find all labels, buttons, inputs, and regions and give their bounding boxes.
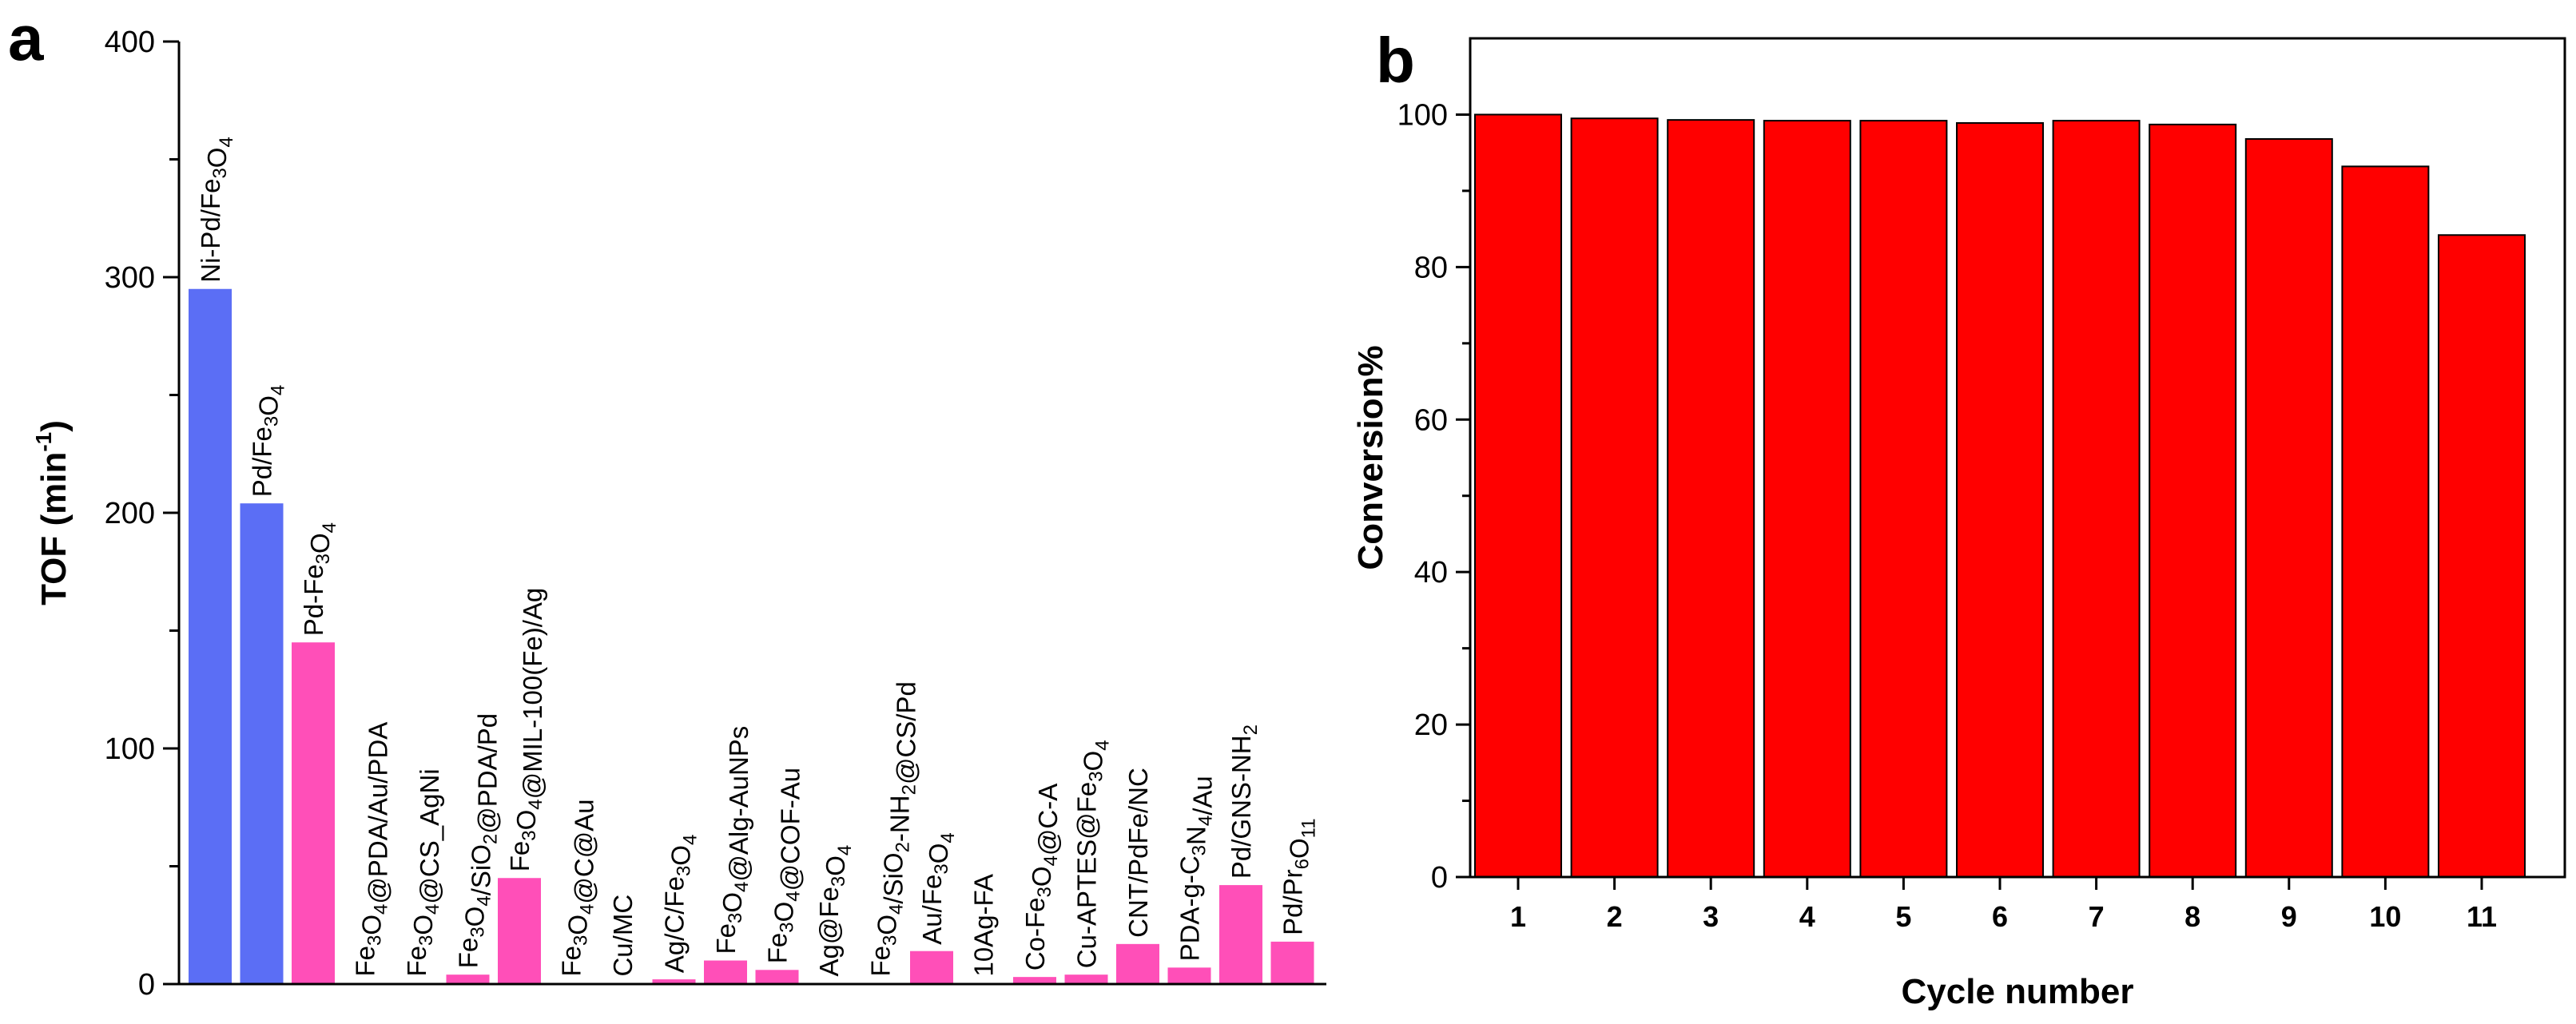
panel-a-bar-label: Fe3O4/SiO2@PDA/Pd (454, 713, 503, 968)
panel-b-bars (1474, 113, 2526, 879)
panel-b-bar (1859, 120, 1948, 879)
panel-a-bar (704, 960, 747, 984)
panel-a-bar-label: Pd-Fe3O4 (299, 522, 340, 636)
panel-a-bar (1064, 974, 1108, 984)
panel-a-bar-label: Fe3O4@MIL-100(Fe)/Ag (505, 588, 547, 872)
panel-a-bar (446, 974, 490, 984)
panel-b-x-ticks: 1 2 3 4 5 6 7 8 9 10 11 (1510, 877, 2497, 933)
panel-a-letter: a (8, 2, 44, 73)
panel-a-bar-label: Pd/Pr6O11 (1278, 818, 1320, 935)
panel-a-y-axis-label: TOF (min-1) (31, 420, 74, 605)
panel-a-bar (292, 642, 335, 984)
panel-a-bar-label: Pd/GNS-NH2 (1226, 724, 1262, 879)
panel-b-bar (1667, 119, 1755, 879)
panel-a-ylabel-sup: -1 (31, 432, 56, 452)
panel-a-ylabel-text: TOF (min (34, 452, 74, 605)
panel-a-bar (498, 878, 541, 984)
panel-a-bar (189, 288, 232, 984)
panel-b-y-tick-label: 80 (1414, 251, 1448, 284)
panel-a-bar (1219, 885, 1262, 984)
panel-a-bar (1270, 941, 1314, 984)
panel-a-y-tick-label: 0 (138, 968, 155, 1002)
panel-b-y-tick-label: 40 (1414, 556, 1448, 589)
panel-b-bar (2244, 138, 2333, 878)
panel-a-bar (755, 970, 799, 984)
panel-b-bar (1956, 121, 2044, 879)
panel-b-bar (1474, 113, 1562, 879)
panel-b-x-tick-label: 6 (1992, 900, 2008, 933)
panel-a-bar-label: Ni-Pd/Fe3O4 (196, 137, 237, 283)
panel-a-bar-label: PDA-g-C3N4/Au (1175, 776, 1218, 961)
panel-b-bar (2149, 123, 2237, 878)
panel-a-bar-label: Co-Fe3O4@C-A (1020, 784, 1063, 970)
panel-a-bar (652, 979, 696, 984)
panel-b-bar (2341, 165, 2430, 878)
panel-b-y-tick-label: 0 (1431, 861, 1448, 895)
panel-a-y-tick-label: 300 (105, 261, 155, 295)
panel-b-x-tick-label: 8 (2184, 900, 2200, 933)
panel-a-y-tick-label: 400 (105, 26, 155, 59)
panel-a-bar-label: Fe3O4@PDA/Au/PDA (351, 722, 393, 977)
panel-a-bar-label: Ag@Fe3O4 (814, 845, 856, 977)
panel-a-bar-label: Fe3O4@C@Au (557, 799, 599, 976)
panel-a-bar (240, 503, 284, 984)
panel-a-bars (189, 288, 1314, 984)
panel-b-x-axis-label: Cycle number (1902, 972, 2134, 1011)
panel-b-x-tick-label: 10 (2369, 900, 2401, 933)
panel-a-bar-label: Ag/C/Fe3O4 (660, 835, 702, 973)
panel-a-y-tick-label: 200 (105, 497, 155, 530)
panel-b-x-tick-label: 11 (2467, 900, 2497, 933)
panel-b-y-tick-label: 100 (1397, 98, 1448, 132)
panel-b-y-tick-label: 60 (1414, 403, 1448, 437)
panel-b-x-tick-label: 1 (1510, 900, 1526, 933)
panel-b-x-tick-label: 4 (1799, 900, 1815, 933)
panel-b-bar (2052, 120, 2141, 879)
panel-a-bar-label: Fe3O4/SiO2-NH2@CS/Pd (866, 681, 921, 976)
panel-b-bar (1570, 117, 1659, 878)
panel-a-bar-label: 10Ag-FA (969, 874, 999, 976)
panel-a-y-ticks: 0 100 200 300 400 (105, 26, 179, 1002)
panel-a-bar-label: Fe3O4@CS_AgNi (402, 768, 444, 976)
panel-a-bar-label: Fe3O4@COF-Au (763, 768, 805, 963)
panel-b-letter: b (1376, 25, 1415, 96)
panel-b-bar (1763, 120, 1851, 879)
panel-a-bar-label: Fe3O4@Alg-AuNPs (711, 726, 753, 955)
panel-b-x-tick-label: 9 (2281, 900, 2297, 933)
panel-b-y-axis-label: Conversion% (1351, 345, 1390, 570)
panel-b-x-tick-label: 2 (1607, 900, 1623, 933)
panel-b: b 0 20 40 60 80 100 1 2 3 4 5 6 7 8 9 10 11 Conversion%… (1351, 25, 2566, 1011)
panel-b-x-tick-label: 7 (2089, 900, 2105, 933)
panel-b-bar (2438, 234, 2526, 879)
panel-b-y-ticks: 0 20 40 60 80 100 (1397, 98, 1470, 895)
panel-a-bar (1167, 967, 1211, 984)
panel-b-y-tick-label: 20 (1414, 708, 1448, 742)
panel-a-bar (1116, 943, 1159, 984)
panel-a-bar (1013, 977, 1056, 984)
panel-b-frame (1469, 37, 2566, 879)
panel-a-bar (910, 951, 953, 984)
panel-b-x-tick-label: 5 (1895, 900, 1911, 933)
panel-a-bar-label: Cu/MC (608, 895, 638, 977)
panel-b-x-tick-label: 3 (1703, 900, 1719, 933)
panel-a-ylabel-close: ) (34, 420, 74, 432)
panel-a-y-tick-label: 100 (105, 732, 155, 766)
panel-a-bar-label: CNT/PdFe/NC (1123, 768, 1153, 938)
panel-a-bar-label: Au/Fe3O4 (917, 832, 959, 944)
panel-a-bar-label: Pd/Fe3O4 (248, 385, 289, 497)
panel-a-bar-label: Cu-APTES@Fe3O4 (1072, 740, 1114, 968)
